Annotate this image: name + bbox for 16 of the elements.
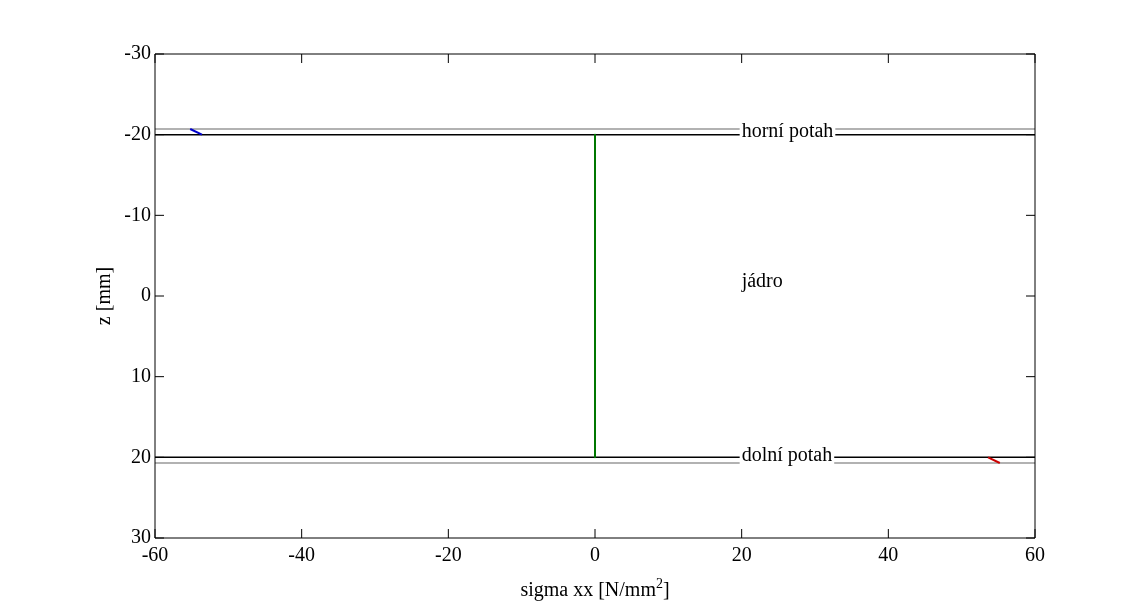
x-tick-label: 60 bbox=[1025, 543, 1045, 566]
y-axis-title: z [mm] bbox=[92, 266, 114, 326]
y-tick-label: 20 bbox=[131, 444, 151, 467]
x-tick-label: -40 bbox=[288, 543, 315, 566]
x-tick-label: 20 bbox=[731, 543, 752, 566]
annotation: jádro bbox=[740, 268, 783, 292]
y-tick-label: -10 bbox=[124, 202, 151, 225]
y-tick-label: 0 bbox=[141, 283, 151, 306]
x-tick-label: 0 bbox=[590, 543, 600, 566]
y-tick-label: -20 bbox=[124, 121, 151, 144]
annotation: dolní potah bbox=[741, 442, 833, 466]
annotation: horní potah bbox=[741, 118, 834, 142]
y-tick-label: -30 bbox=[124, 41, 151, 64]
x-tick-label: -20 bbox=[435, 543, 462, 566]
y-tick-label: 10 bbox=[131, 363, 151, 386]
x-tick-label: 40 bbox=[878, 543, 899, 566]
